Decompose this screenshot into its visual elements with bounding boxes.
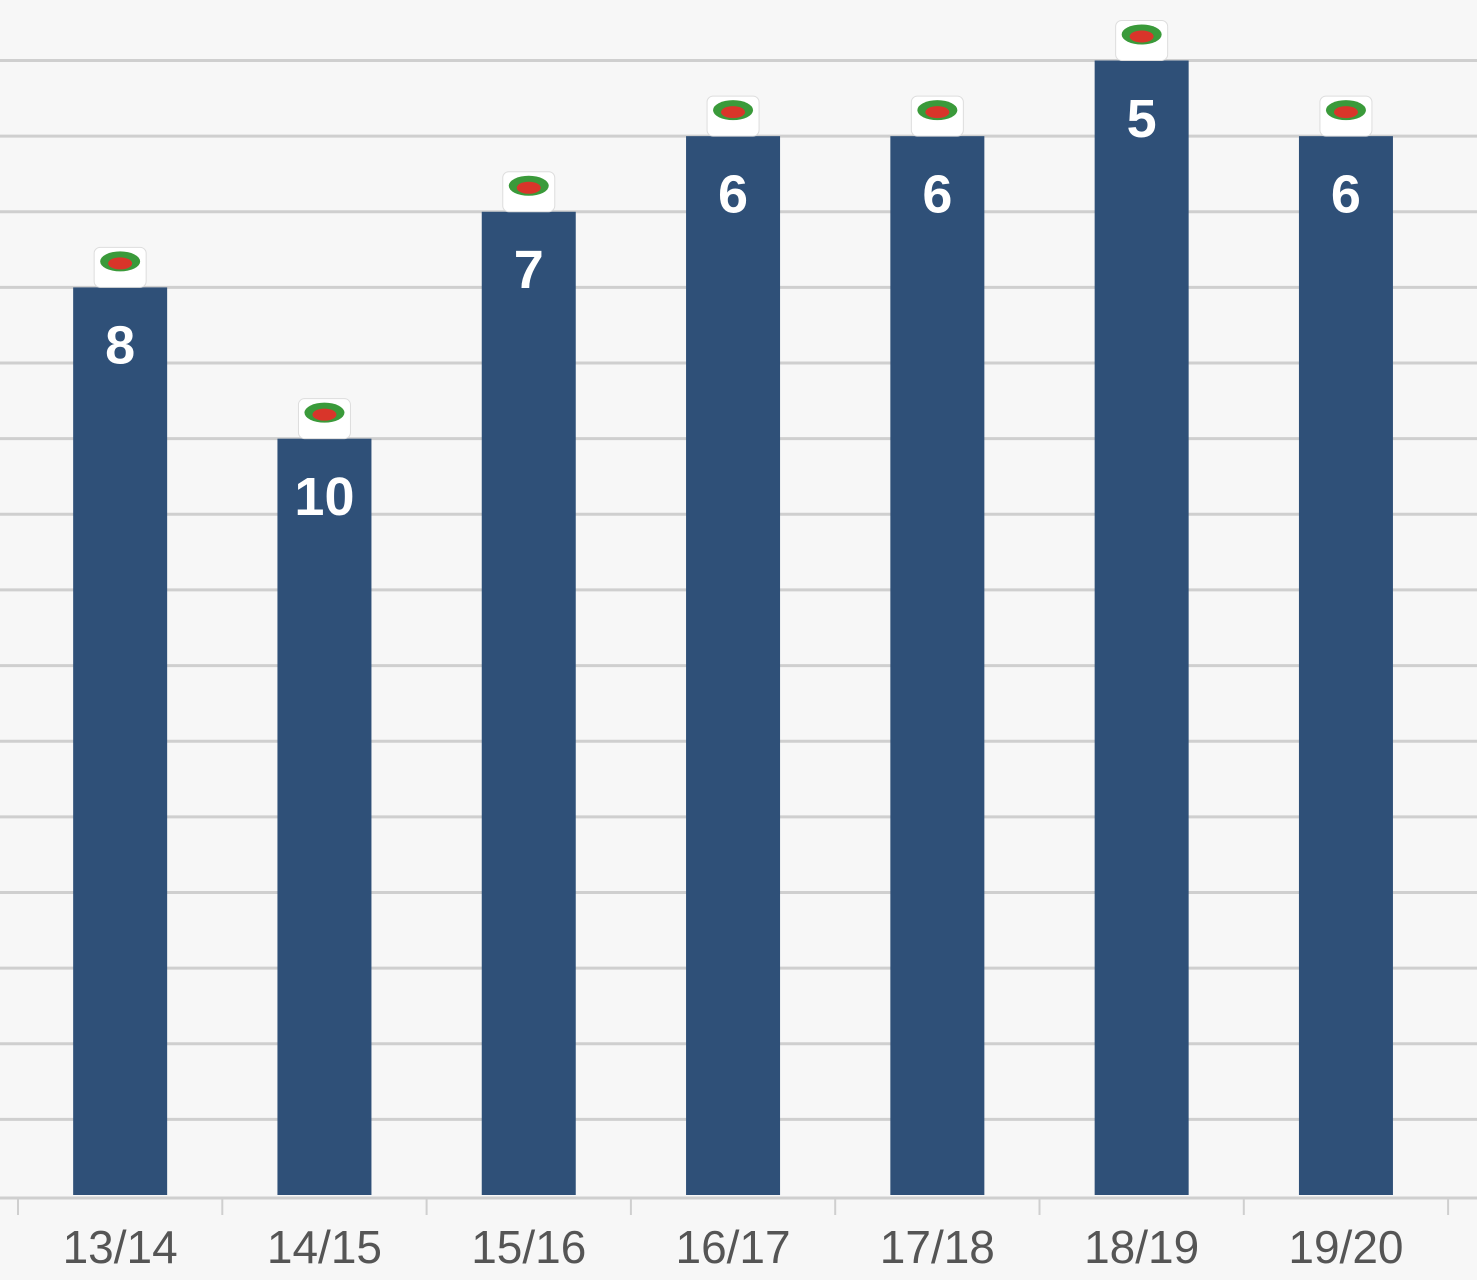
x-tick-label: 16/17	[675, 1221, 790, 1273]
x-tick-label: 14/15	[267, 1221, 382, 1273]
x-tick-label: 19/20	[1288, 1221, 1403, 1273]
x-tick-label: 13/14	[63, 1221, 178, 1273]
value-label: 6	[1331, 164, 1361, 224]
bar	[890, 136, 985, 1195]
value-label: 5	[1127, 89, 1157, 149]
bar	[481, 211, 576, 1195]
badge-logo	[1129, 30, 1154, 43]
bar	[277, 438, 372, 1195]
x-tick-label: 17/18	[880, 1221, 995, 1273]
x-tick-label: 15/16	[471, 1221, 586, 1273]
bar	[1298, 136, 1393, 1195]
value-label: 10	[294, 467, 354, 527]
badge-logo	[1333, 106, 1358, 119]
badge-logo	[721, 106, 746, 119]
badge-logo	[312, 408, 337, 421]
value-label: 8	[105, 316, 135, 376]
badge-logo	[925, 106, 950, 119]
value-label: 7	[514, 240, 544, 300]
badge-logo	[516, 181, 541, 194]
x-tick-label: 18/19	[1084, 1221, 1199, 1273]
bar	[73, 287, 168, 1196]
badge-logo	[108, 257, 133, 270]
value-label: 6	[718, 164, 748, 224]
value-label: 6	[922, 164, 952, 224]
bar	[686, 136, 781, 1195]
bar	[1094, 60, 1189, 1195]
